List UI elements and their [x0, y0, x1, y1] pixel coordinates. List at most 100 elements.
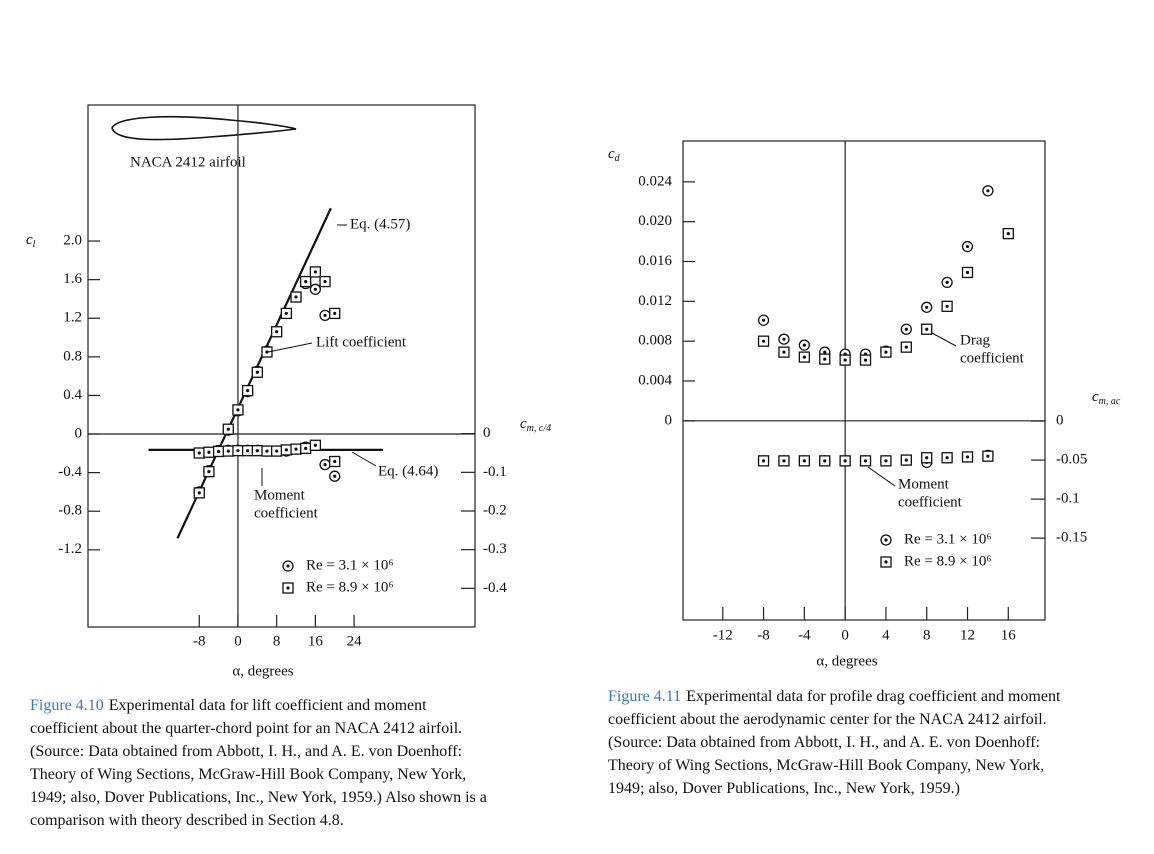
marker-dot: [904, 458, 908, 462]
y-tick-label: -0.4: [58, 464, 82, 480]
caption-line: (Source: Data obtained from Abbott, I. H…: [608, 734, 1040, 751]
data-point: [819, 353, 831, 365]
data-point: [880, 346, 892, 358]
data-point: [921, 323, 933, 335]
leader-line: [867, 466, 896, 487]
data-point: [193, 447, 205, 459]
marker-dot: [333, 311, 337, 316]
data-point: [271, 445, 283, 457]
marker-dot: [761, 459, 766, 463]
marker-dot: [884, 560, 888, 564]
data-point: [329, 455, 341, 468]
data-point: [778, 333, 790, 345]
marker-dot: [863, 459, 868, 463]
y2-tick-label: -0.05: [1056, 452, 1087, 468]
annotation: coefficient: [898, 494, 963, 510]
legend-label: Re = 3.1 × 10⁶: [306, 557, 394, 573]
marker-dot: [986, 189, 990, 193]
marker-dot: [323, 279, 327, 284]
caption-text: coefficient about the aerodynamic center…: [608, 711, 1047, 728]
marker-dot: [884, 538, 888, 542]
data-point: [900, 323, 912, 335]
marker-dot: [884, 350, 888, 354]
figure-label: Figure 4.11: [608, 688, 681, 705]
legend-marker: [282, 582, 294, 594]
caption-text: Experimental data for profile drag coeff…: [686, 688, 1061, 705]
marker-dot: [761, 339, 766, 343]
marker-dot: [294, 295, 298, 299]
data-point: [961, 266, 974, 279]
x-tick-label: 0: [841, 627, 849, 643]
leader-line: [931, 332, 957, 347]
y2-axis-label: cm, ac: [1092, 389, 1121, 407]
annotation: coefficient: [254, 505, 319, 521]
legend-label: Re = 8.9 × 10⁶: [306, 579, 394, 595]
caption-text: 1949; also, Dover Publications, Inc., Ne…: [608, 780, 960, 797]
data-point: [300, 275, 312, 288]
marker-dot: [284, 311, 288, 316]
data-point: [900, 341, 912, 353]
data-point: [280, 307, 292, 320]
marker-dot: [925, 305, 929, 309]
marker-dot: [904, 345, 908, 349]
annotation: coefficient: [960, 350, 1025, 366]
data-point: [222, 423, 234, 435]
marker-dot: [843, 358, 847, 362]
y-tick-label: -0.8: [58, 503, 82, 519]
data-point: [232, 404, 244, 416]
y-axis-label-sub: d: [615, 153, 621, 164]
data-point: [319, 275, 331, 288]
caption-line: coefficient about the aerodynamic center…: [608, 711, 1047, 728]
x-tick-label: -8: [757, 627, 770, 643]
marker-dot: [945, 304, 949, 308]
data-point: [839, 354, 851, 366]
marker-dot: [802, 355, 806, 359]
marker-dot: [323, 463, 327, 467]
marker-dot: [802, 459, 806, 463]
data-point: [941, 452, 953, 464]
marker-dot: [286, 564, 290, 568]
line-label: Eq. (4.64): [378, 463, 438, 479]
y2-axis-label-sub: m, ac: [1099, 396, 1121, 407]
marker-dot: [823, 357, 827, 361]
data-point: [309, 266, 322, 278]
data-point: [319, 458, 331, 471]
data-point: [241, 384, 254, 397]
data-point: [271, 326, 283, 338]
x-tick-label: -4: [798, 627, 811, 643]
data-point: [251, 366, 263, 378]
y-tick-label: 0.8: [63, 348, 82, 364]
data-point: [839, 455, 851, 467]
data-point: [222, 445, 234, 457]
y2-tick-label: -0.3: [483, 541, 507, 557]
marker-dot: [333, 474, 337, 478]
marker-dot: [782, 459, 786, 463]
data-point: [798, 351, 810, 363]
marker-dot: [217, 449, 221, 454]
caption-text: 1949; also, Dover Publications, Inc., Ne…: [30, 789, 487, 806]
marker-dot: [884, 459, 888, 463]
data-point: [1002, 227, 1014, 240]
marker-dot: [945, 280, 949, 285]
caption-text: coefficient about the quarter-chord poin…: [30, 720, 462, 737]
annotation: Lift coefficient: [316, 334, 407, 350]
y2-axis-label: cm, c/4: [520, 416, 551, 434]
data-point: [280, 444, 292, 456]
marker-dot: [265, 350, 269, 354]
data-point: [232, 445, 244, 457]
legend-marker: [880, 534, 892, 546]
marker-dot: [255, 449, 259, 453]
legend-marker: [880, 556, 892, 568]
data-point: [961, 451, 974, 463]
data-point: [203, 446, 215, 458]
leader-line: [351, 451, 377, 467]
legend-label: Re = 3.1 × 10⁶: [904, 531, 992, 547]
marker-dot: [304, 446, 308, 450]
y-tick-label: 0.020: [638, 213, 672, 229]
y-axis-label-sub: l: [33, 239, 36, 250]
data-point: [859, 455, 872, 467]
caption-line: Figure 4.10 Experimental data for lift co…: [30, 697, 427, 714]
data-point: [921, 301, 933, 313]
y2-tick-label: -0.4: [483, 580, 507, 596]
